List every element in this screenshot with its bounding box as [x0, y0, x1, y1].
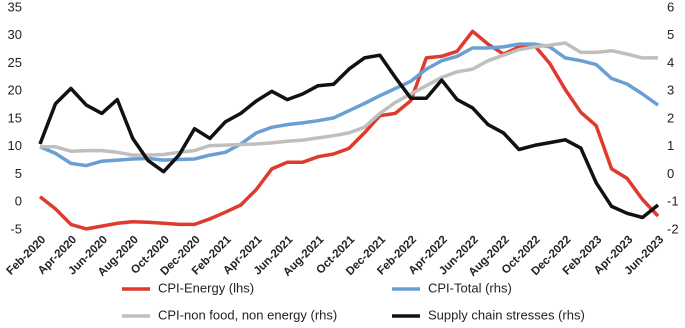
y-tick-label: 35	[8, 0, 22, 14]
y-tick-label: 15	[8, 110, 22, 125]
series-line	[38, 29, 660, 231]
y2-tick-label: 3	[667, 83, 674, 98]
y2-tick-label: 1	[667, 138, 674, 153]
series-line	[38, 53, 660, 220]
y2-tick-label: -1	[667, 194, 679, 209]
legend-label: CPI-Total (rhs)	[428, 280, 512, 295]
y-tick-label: -5	[10, 221, 22, 236]
y2-tick-label: 2	[667, 110, 674, 125]
y-tick-label: 25	[8, 55, 22, 70]
y-tick-label: 0	[15, 194, 22, 209]
y2-tick-label: 5	[667, 27, 674, 42]
legend-label: CPI-non food, non energy (rhs)	[158, 307, 337, 322]
y2-tick-label: 0	[667, 166, 674, 181]
y-tick-label: 5	[15, 166, 22, 181]
y2-tick-label: 4	[667, 55, 674, 70]
y-tick-label: 30	[8, 27, 22, 42]
y-tick-label: 10	[8, 138, 22, 153]
legend-label: CPI-Energy (lhs)	[158, 280, 254, 295]
legend-label: Supply chain stresses (rhs)	[428, 307, 585, 322]
y2-tick-label: -2	[667, 221, 679, 236]
y-tick-label: 20	[8, 83, 22, 98]
y2-tick-label: 6	[667, 0, 674, 14]
series-line	[39, 42, 660, 168]
